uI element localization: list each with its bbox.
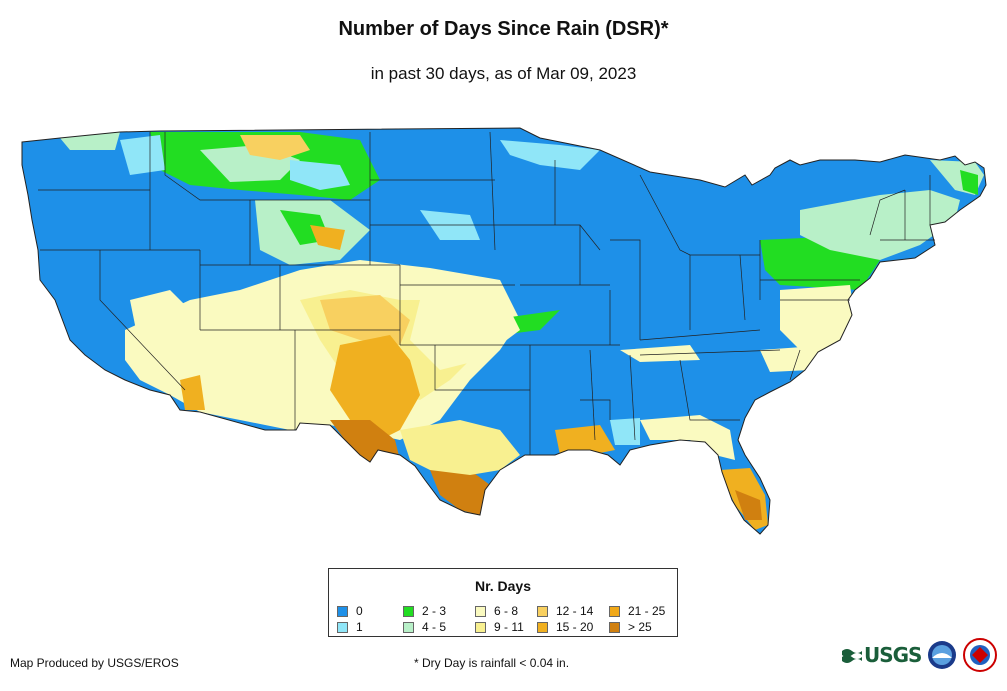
us-outline [21,127,987,535]
legend-swatch [403,605,414,617]
legend-label: 12 - 14 [556,604,594,618]
legend-swatch [537,621,548,633]
legend-label: > 25 [628,620,652,634]
legend-label: 15 - 20 [556,620,594,634]
legend-item: 21 - 25 [609,604,665,618]
legend-swatch [609,621,620,633]
legend-title: Nr. Days [474,578,532,594]
usgs-logo: USGS [842,643,922,667]
legend-label: 9 - 11 [494,620,524,634]
state-borders [38,131,935,455]
usgs-logo-text: USGS [864,643,922,667]
legend-item: 2 - 3 [403,604,446,618]
dsr-color-regions [22,128,986,534]
credit-text: Map Produced by USGS/EROS [10,656,179,670]
footnote-text: * Dry Day is rainfall < 0.04 in. [414,656,570,670]
legend-item: > 25 [609,620,652,634]
legend-swatch [337,621,348,633]
legend-item: 9 - 11 [475,620,524,634]
usgs-wave-icon [842,649,862,663]
legend-swatch [337,605,348,617]
legend-item: 12 - 14 [537,604,593,618]
noaa-logo-icon [928,641,957,669]
legend-label: 1 [356,620,363,634]
legend-label: 0 [356,604,363,618]
legend-swatch [609,605,620,617]
legend-swatch [537,605,548,617]
map-subtitle: in past 30 days, as of Mar 09, 2023 [370,64,637,83]
legend-swatch [475,621,486,633]
legend-label: 2 - 3 [422,604,447,618]
legend-label: 21 - 25 [628,604,666,618]
legend-item: 4 - 5 [403,620,446,634]
legend-label: 4 - 5 [422,620,447,634]
legend-panel: Nr. Days 0 1 2 - 3 4 - 5 6 - 8 9 - 11 12 - 14 1… [328,568,678,637]
agency-logos: USGS [842,638,998,672]
legend-item: 6 - 8 [475,604,518,618]
legend-item: 15 - 20 [537,620,593,634]
map-title: Number of Days Since Rain (DSR)* [338,18,669,40]
nws-logo-icon [963,638,998,672]
legend-swatch [475,605,486,617]
legend-item: 0 [337,604,363,618]
legend-item: 1 [337,620,363,634]
legend-label: 6 - 8 [494,604,519,618]
legend-swatch [403,621,414,633]
